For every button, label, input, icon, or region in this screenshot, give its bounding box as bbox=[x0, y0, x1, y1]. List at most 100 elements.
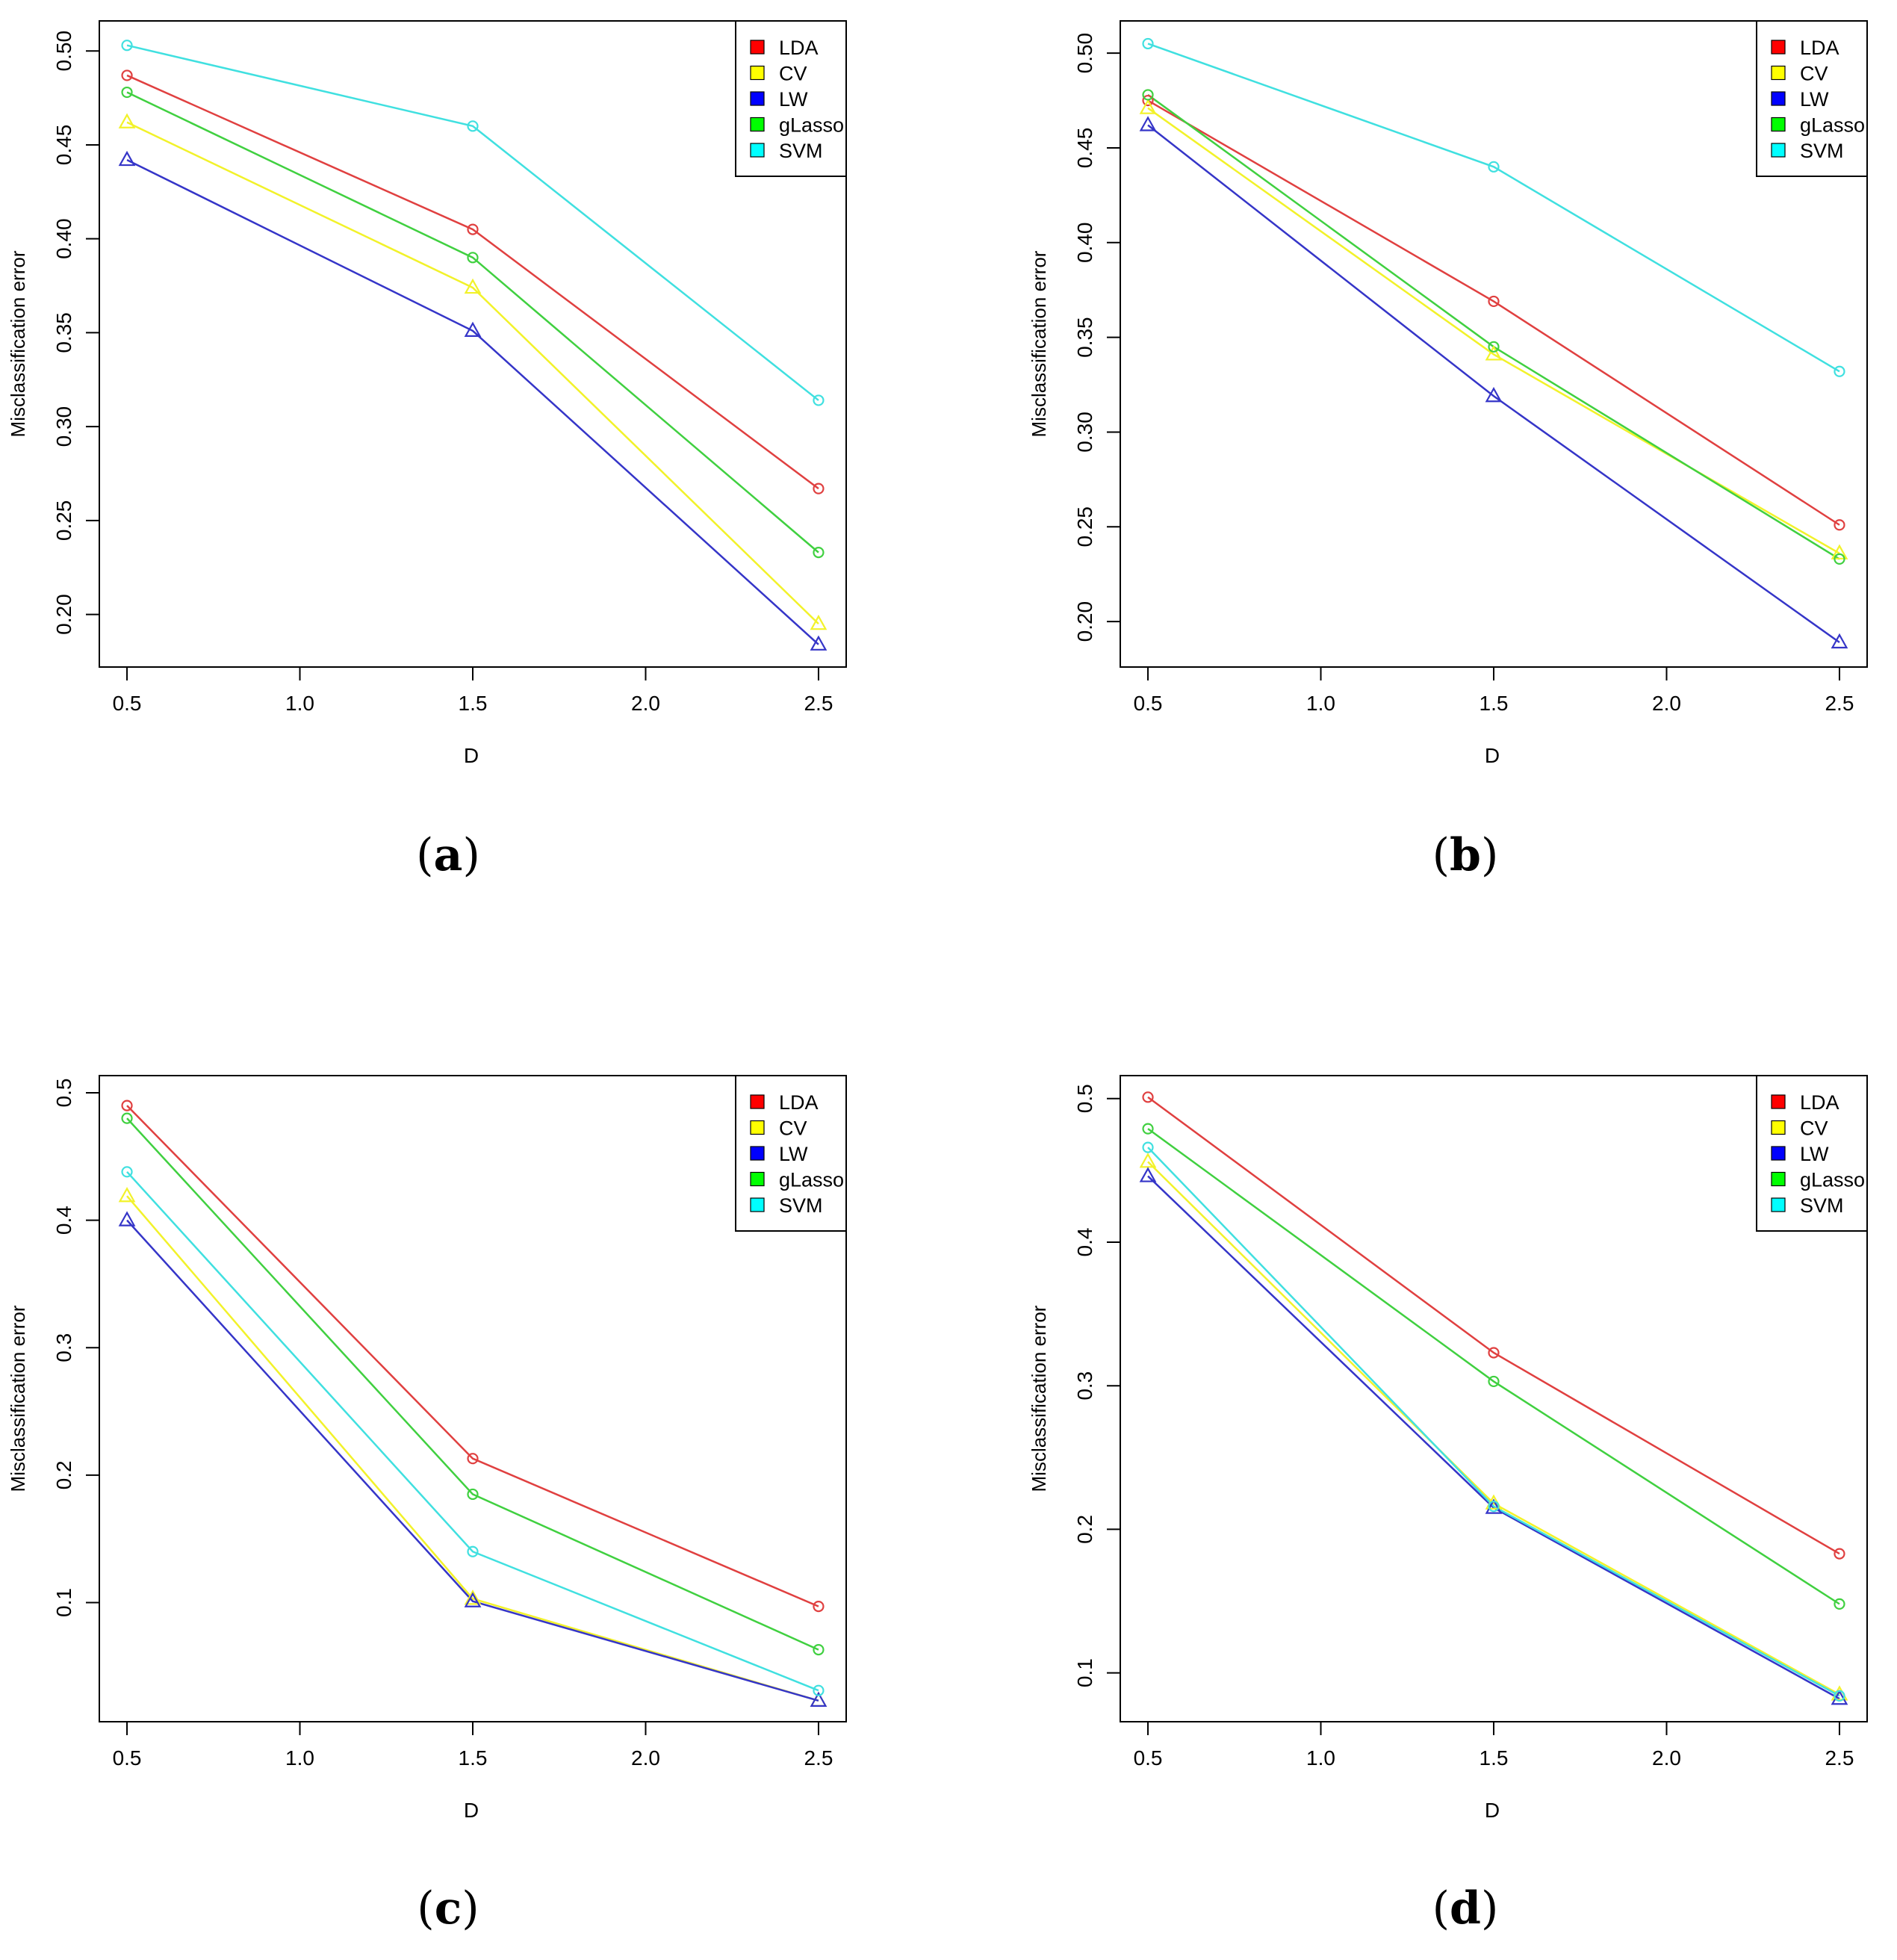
legend-label-lw: LW bbox=[1800, 1143, 1829, 1165]
x-axis-label: D bbox=[1485, 1799, 1500, 1822]
marker-svm bbox=[813, 394, 825, 406]
caption-c-label: c bbox=[434, 1882, 462, 1935]
marker-svm bbox=[1488, 161, 1500, 173]
caption-b: (b) bbox=[1432, 829, 1499, 881]
chart-d: 0.5 1.0 1.5 2.0 2.5 D 0.1 0.2 0.3 0.4 0.5 Misclassi… bbox=[1028, 1075, 1868, 1822]
marker-glasso bbox=[1834, 553, 1845, 565]
marker-lda bbox=[1142, 1091, 1154, 1103]
caption-d-label: d bbox=[1450, 1882, 1481, 1935]
marker-lw bbox=[810, 635, 828, 651]
y-tick-label: 0.1 bbox=[52, 1588, 75, 1617]
series-line-lda bbox=[126, 1105, 819, 1607]
x-tick-label: 2.0 bbox=[631, 692, 660, 715]
marker-lda bbox=[121, 69, 133, 81]
series-line-glasso bbox=[126, 1117, 819, 1651]
series-line-lw bbox=[1147, 124, 1840, 644]
legend-label-svm: SVM bbox=[1800, 1194, 1844, 1217]
marker-lda bbox=[1834, 1548, 1845, 1560]
legend-swatch-svm bbox=[750, 1197, 765, 1212]
caption-a-label: a bbox=[433, 829, 463, 881]
plot-frame bbox=[99, 20, 847, 668]
marker-lda bbox=[1488, 1347, 1500, 1359]
legend-swatch-glasso bbox=[1771, 117, 1786, 132]
legend-label-lda: LDA bbox=[1800, 1091, 1839, 1114]
legend-label-glasso: gLasso bbox=[779, 114, 844, 137]
x-axis-label: D bbox=[464, 1799, 479, 1822]
marker-lda bbox=[1834, 519, 1845, 531]
marker-glasso bbox=[1142, 1123, 1154, 1135]
marker-cv bbox=[118, 1186, 136, 1203]
marker-svm bbox=[121, 40, 133, 52]
series-line-cv bbox=[1147, 107, 1840, 554]
marker-lda bbox=[467, 1453, 479, 1465]
y-tick-label: 0.20 bbox=[1073, 601, 1096, 642]
legend-label-cv: CV bbox=[779, 63, 807, 85]
legend-swatch-lw bbox=[1771, 91, 1786, 106]
marker-lda bbox=[813, 1600, 825, 1613]
marker-cv bbox=[464, 278, 482, 294]
y-tick-label: 0.50 bbox=[52, 31, 75, 72]
plot-frame bbox=[1120, 20, 1868, 668]
legend-swatch-lw bbox=[750, 91, 765, 106]
legend-swatch-lda bbox=[750, 40, 765, 55]
x-axis-label: D bbox=[1485, 744, 1500, 767]
marker-lw bbox=[1831, 1689, 1848, 1705]
y-axis-label: Misclassification error bbox=[7, 1305, 29, 1492]
y-tick-label: 0.45 bbox=[52, 125, 75, 166]
legend-swatch-lda bbox=[1771, 40, 1786, 55]
marker-glasso bbox=[813, 547, 825, 559]
marker-glasso bbox=[1488, 341, 1500, 353]
series-line-lw bbox=[126, 158, 819, 645]
legend-swatch-cv bbox=[750, 1120, 765, 1135]
legend-swatch-lw bbox=[1771, 1146, 1786, 1161]
marker-glasso bbox=[813, 1644, 825, 1656]
legend-label-lda: LDA bbox=[779, 37, 819, 59]
legend-label-svm: SVM bbox=[779, 140, 823, 162]
marker-glasso bbox=[1142, 89, 1154, 101]
caption-b-label: b bbox=[1450, 829, 1481, 881]
marker-glasso bbox=[467, 252, 479, 264]
marker-svm bbox=[467, 1545, 479, 1557]
legend-swatch-lda bbox=[1771, 1094, 1786, 1109]
marker-cv bbox=[1485, 345, 1503, 361]
chart-b: 0.5 1.0 1.5 2.0 2.5 D 0.20 0.25 0.30 0.35 0.40 0.45… bbox=[1028, 20, 1868, 767]
chart-a: 0.5 1.0 1.5 2.0 2.5 D 0.20 0.25 0.30 0.35 0.40 0.45… bbox=[7, 20, 847, 767]
legend-swatch-cv bbox=[750, 65, 765, 81]
y-tick-label: 0.20 bbox=[52, 594, 75, 635]
y-tick-label: 0.35 bbox=[52, 312, 75, 353]
marker-lw bbox=[464, 321, 482, 337]
legend: LDA CV LW gLasso SVM bbox=[1756, 1075, 1868, 1232]
marker-svm bbox=[813, 1684, 825, 1696]
series-line-cv bbox=[126, 1195, 819, 1702]
legend-swatch-svm bbox=[750, 143, 765, 158]
y-tick-label: 0.40 bbox=[52, 218, 75, 259]
x-tick-label: 2.0 bbox=[1652, 692, 1681, 715]
marker-lda bbox=[1142, 94, 1154, 107]
x-tick-label: 1.0 bbox=[285, 1746, 314, 1770]
legend-label-lda: LDA bbox=[1800, 37, 1839, 59]
series-line-glasso bbox=[1147, 93, 1840, 560]
marker-lw bbox=[464, 1592, 482, 1607]
series-line-svm bbox=[1147, 43, 1840, 373]
marker-lw bbox=[1831, 633, 1848, 649]
marker-lw bbox=[1139, 1167, 1157, 1182]
y-axis-label: Misclassification error bbox=[1028, 1305, 1050, 1492]
legend: LDA CV LW gLasso SVM bbox=[735, 20, 847, 177]
legend-swatch-cv bbox=[1771, 1120, 1786, 1135]
legend-label-glasso: gLasso bbox=[779, 1169, 844, 1191]
marker-cv bbox=[1831, 544, 1848, 559]
marker-lda bbox=[1488, 295, 1500, 308]
legend-label-cv: CV bbox=[1800, 1117, 1828, 1140]
legend-label-cv: CV bbox=[1800, 63, 1828, 85]
x-tick-label: 1.0 bbox=[1306, 1746, 1335, 1770]
legend: LDA CV LW gLasso SVM bbox=[735, 1075, 847, 1232]
x-tick-label: 0.5 bbox=[113, 692, 142, 715]
y-tick-label: 0.45 bbox=[1073, 128, 1096, 169]
y-tick-label: 0.3 bbox=[1073, 1371, 1096, 1401]
marker-lw bbox=[1139, 116, 1157, 131]
series-line-lda bbox=[126, 74, 819, 490]
y-tick-label: 0.4 bbox=[52, 1206, 75, 1235]
legend-label-lw: LW bbox=[1800, 88, 1829, 111]
